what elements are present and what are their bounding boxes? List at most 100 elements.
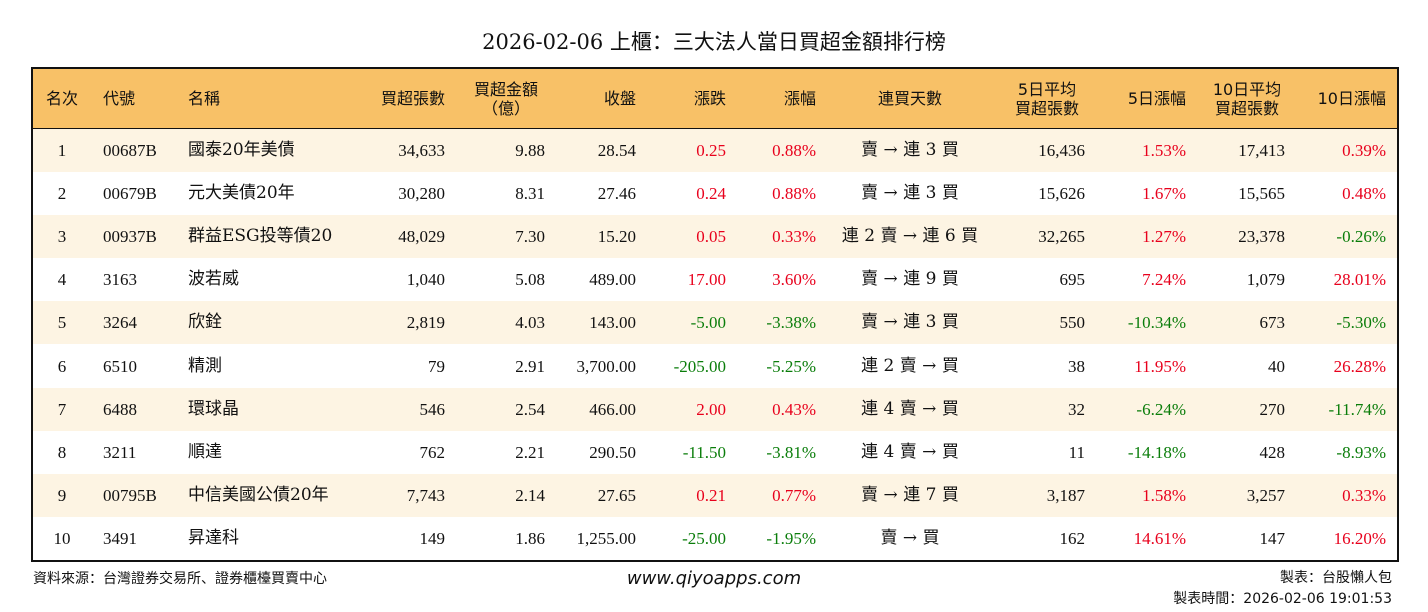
table-cell: 15,565 <box>1238 184 1285 204</box>
table-cell: 1,255.00 <box>576 528 637 548</box>
table-cell: 11 <box>1068 442 1085 462</box>
table-cell: 1.53% <box>1142 141 1186 161</box>
table-cell: 10 <box>53 528 71 548</box>
table-cell: 9 <box>57 485 67 505</box>
table-cell: 1 <box>57 141 67 161</box>
table-cell: 695 <box>1059 270 1086 290</box>
table-cell: 賣 → 連 3 買 <box>861 312 959 333</box>
table-cell: -6.24% <box>1136 399 1186 419</box>
title: 2026-02-06 上櫃：三大法人當日買超金額排行榜 <box>482 30 946 54</box>
table-cell: -11.74% <box>1328 399 1386 419</box>
header-cell: 代號 <box>103 89 136 108</box>
header-row <box>31 69 1397 128</box>
table-cell: 1.86 <box>515 528 545 548</box>
table-cell: 3,257 <box>1246 485 1285 505</box>
table-cell: 2 <box>57 184 67 204</box>
table-cell: 1,040 <box>406 270 445 290</box>
row-stripe <box>31 387 1397 431</box>
table-cell: 143.00 <box>589 313 636 333</box>
table-cell: 0.25 <box>696 141 726 161</box>
table-cell: 0.33% <box>772 227 816 247</box>
table-cell: 27.65 <box>597 485 636 505</box>
table-cell: 00687B <box>103 141 157 161</box>
table-cell: 環球晶 <box>188 398 239 419</box>
header-cell: 10日漲幅 <box>1317 89 1386 108</box>
table-cell: 精測 <box>188 355 222 376</box>
maker: 製表：台股懶人包 <box>1280 570 1392 586</box>
table-cell: 15.20 <box>597 227 636 247</box>
table-cell: -11.50 <box>682 442 726 462</box>
time: 製表時間：2026-02-06 19:01:53 <box>1173 591 1392 607</box>
table-cell: 32,265 <box>1038 227 1085 247</box>
table-cell: 270 <box>1259 399 1286 419</box>
table-cell: 2.21 <box>515 442 545 462</box>
table-cell: -0.26% <box>1336 227 1386 247</box>
table-cell: 3 <box>57 227 67 247</box>
table-cell: 9.88 <box>515 141 545 161</box>
table-cell: 26.28% <box>1333 356 1386 376</box>
table-cell: 7,743 <box>406 485 445 505</box>
table-cell: -205.00 <box>673 356 726 376</box>
table-cell: 11.95% <box>1134 356 1186 376</box>
table-cell: -3.38% <box>766 313 816 333</box>
table-cell: 16,436 <box>1038 141 1085 161</box>
table-cell: 00937B <box>103 227 157 247</box>
table-cell: 15,626 <box>1038 184 1085 204</box>
table-cell: 7.24% <box>1142 270 1186 290</box>
table-cell: 7.30 <box>515 227 545 247</box>
table-cell: 連 2 賣 → 買 <box>861 355 959 376</box>
table-cell: 0.48% <box>1342 184 1386 204</box>
table-cell: 28.54 <box>597 141 636 161</box>
table-cell: 元大美債20年 <box>188 183 295 204</box>
table-cell: -10.34% <box>1127 313 1186 333</box>
table-cell: 40 <box>1268 356 1285 376</box>
table-cell: 79 <box>428 356 445 376</box>
table-cell: 762 <box>419 442 446 462</box>
table-cell: 0.88% <box>772 141 816 161</box>
table-cell: 5.08 <box>515 270 545 290</box>
table-cell: 550 <box>1059 313 1086 333</box>
table-cell: 162 <box>1059 528 1086 548</box>
table-cell: 30,280 <box>398 184 445 204</box>
table-cell: 34,633 <box>398 141 445 161</box>
table-cell: 673 <box>1259 313 1286 333</box>
table-cell: 0.39% <box>1342 141 1386 161</box>
table-cell: 428 <box>1259 442 1286 462</box>
table-cell: 0.05 <box>696 227 726 247</box>
header-cell: 5日漲幅 <box>1127 89 1186 108</box>
table-cell: 3.60% <box>772 270 816 290</box>
table-cell: 6510 <box>103 356 137 376</box>
table-cell: -5.00 <box>690 313 726 333</box>
table-cell: 賣 → 連 3 買 <box>861 183 959 204</box>
table-cell: 27.46 <box>597 184 636 204</box>
table-cell: 0.24 <box>696 184 726 204</box>
table-cell: 149 <box>419 528 446 548</box>
table-cell: -5.25% <box>766 356 816 376</box>
table-cell: 6488 <box>103 399 137 419</box>
table-cell: 38 <box>1068 356 1085 376</box>
header-cell: 名稱 <box>188 89 221 108</box>
header-cell: 連買天數 <box>877 89 942 108</box>
table-cell: 17.00 <box>687 270 726 290</box>
table-cell: 2.54 <box>515 399 545 419</box>
table-cell: 8 <box>57 442 67 462</box>
table-cell: -8.93% <box>1336 442 1386 462</box>
table-cell: 290.50 <box>589 442 636 462</box>
table-cell: 2.91 <box>515 356 545 376</box>
table-cell: 3264 <box>103 313 137 333</box>
table-cell: 546 <box>419 399 446 419</box>
table-cell: 23,378 <box>1238 227 1285 247</box>
header-cell: 買超金額 （億） <box>473 79 538 118</box>
table-cell: -1.95% <box>766 528 816 548</box>
header-border <box>31 128 1397 129</box>
row-stripe <box>31 473 1397 517</box>
table-cell: 4.03 <box>515 313 545 333</box>
header-cell: 漲跌 <box>693 89 726 108</box>
table-cell: 1.27% <box>1142 227 1186 247</box>
table-cell: 連 2 賣 → 連 6 買 <box>841 226 979 247</box>
table-cell: 00795B <box>103 485 157 505</box>
row-stripe <box>31 129 1397 173</box>
table-cell: 波若威 <box>188 269 239 290</box>
table-cell: 國泰20年美債 <box>188 140 295 161</box>
